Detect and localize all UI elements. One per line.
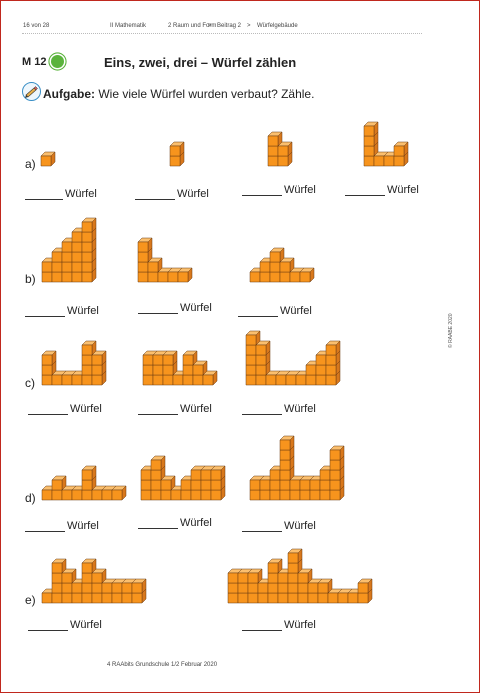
- cube: [255, 340, 271, 356]
- cube: [162, 350, 178, 366]
- answer-word: Würfel: [280, 305, 312, 317]
- answer-word: Würfel: [284, 184, 316, 196]
- row-label-c: c): [25, 376, 35, 390]
- cube: [277, 141, 293, 157]
- answer-word: Würfel: [70, 619, 102, 631]
- cube: [147, 257, 163, 273]
- answer-line[interactable]: Würfel: [238, 305, 312, 317]
- cube: [61, 568, 77, 584]
- cube: [269, 247, 285, 263]
- row-label-e: e): [25, 593, 36, 607]
- level-badge: [51, 55, 64, 68]
- header-separator: >: [247, 23, 251, 29]
- pencil-icon: [22, 82, 41, 101]
- answer-word: Würfel: [67, 305, 99, 317]
- footer-text: 4 RAAbits Grundschule 1/2 Februar 2020: [107, 662, 218, 668]
- cube: [81, 465, 97, 481]
- header-rule: [22, 33, 422, 34]
- answer-line[interactable]: Würfel: [242, 184, 316, 196]
- task-instruction: Aufgabe: Wie viele Würfel wurden verbaut…: [43, 87, 314, 101]
- answer-line[interactable]: Würfel: [25, 520, 99, 532]
- answer-word: Würfel: [180, 517, 212, 529]
- row-label-d: d): [25, 491, 36, 505]
- cube: [51, 558, 67, 574]
- answer-word: Würfel: [70, 403, 102, 415]
- answer-word: Würfel: [284, 520, 316, 532]
- cube: [357, 578, 373, 594]
- cube: [393, 141, 409, 157]
- cube: [160, 475, 176, 491]
- header-contribution: Beitrag 2: [217, 23, 242, 29]
- answer-line[interactable]: Würfel: [138, 517, 212, 529]
- cube: [81, 217, 97, 233]
- cube: [137, 237, 153, 253]
- cube: [210, 465, 226, 481]
- answer-word: Würfel: [67, 520, 99, 532]
- cube: [317, 578, 333, 594]
- cube: [81, 558, 97, 574]
- answer-line[interactable]: Würfel: [345, 184, 419, 196]
- answer-line[interactable]: Würfel: [242, 520, 316, 532]
- answer-line[interactable]: Würfel: [25, 305, 99, 317]
- cube: [169, 141, 185, 157]
- cube: [41, 350, 57, 366]
- row-label-a: a): [25, 157, 36, 171]
- answer-line[interactable]: Würfel: [138, 302, 212, 314]
- sheet-code: M 12: [22, 56, 47, 68]
- cube: [91, 350, 107, 366]
- answer-word: Würfel: [180, 302, 212, 314]
- cube: [131, 578, 147, 594]
- cube: [182, 350, 198, 366]
- header-subject: II Mathematik: [110, 23, 147, 29]
- cube: [150, 455, 166, 471]
- cube: [245, 330, 261, 346]
- answer-line[interactable]: Würfel: [135, 188, 209, 200]
- cube: [177, 267, 193, 283]
- cube: [363, 121, 379, 137]
- cube: [40, 151, 56, 167]
- answer-word: Würfel: [387, 184, 419, 196]
- cube: [51, 475, 67, 491]
- answer-word: Würfel: [177, 188, 209, 200]
- answer-line[interactable]: Würfel: [28, 619, 102, 631]
- answer-line[interactable]: Würfel: [242, 619, 316, 631]
- answer-word: Würfel: [284, 619, 316, 631]
- answer-line[interactable]: Würfel: [138, 403, 212, 415]
- answer-word: Würfel: [180, 403, 212, 415]
- header-page-number: 16 von 28: [23, 23, 50, 29]
- header-separator: >: [208, 23, 212, 29]
- header-topic: Würfelgebäude: [257, 23, 298, 29]
- cube: [111, 485, 127, 501]
- answer-word: Würfel: [284, 403, 316, 415]
- cube: [329, 445, 345, 461]
- task-label: Aufgabe:: [43, 87, 95, 101]
- row-label-b: b): [25, 272, 36, 286]
- copyright-note: © RAABE 2020: [448, 313, 454, 348]
- cube: [202, 370, 218, 386]
- cube: [325, 340, 341, 356]
- cube: [279, 435, 295, 451]
- header-unit: 2 Raum und Form: [168, 23, 217, 29]
- answer-word: Würfel: [65, 188, 97, 200]
- answer-line[interactable]: Würfel: [28, 403, 102, 415]
- answer-line[interactable]: Würfel: [242, 403, 316, 415]
- page-title: Eins, zwei, drei – Würfel zählen: [104, 55, 297, 70]
- cube: [267, 558, 283, 574]
- cube: [287, 548, 303, 564]
- cube: [299, 267, 315, 283]
- task-text: Wie viele Würfel wurden verbaut? Zähle.: [98, 87, 315, 101]
- cube: [192, 360, 208, 376]
- answer-line[interactable]: Würfel: [25, 188, 97, 200]
